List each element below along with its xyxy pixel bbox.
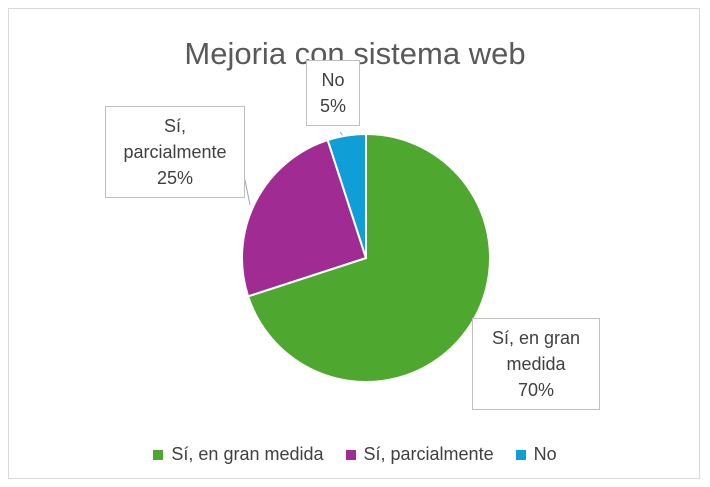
label-category: Sí, parcialmente [123, 116, 227, 162]
label-category: Sí, en gran medida [491, 328, 581, 374]
legend-label: No [533, 444, 557, 464]
legend-label: Sí, parcialmente [363, 444, 494, 464]
data-label: Sí, parcialmente 25% [105, 106, 245, 198]
legend: Sí, en gran medida Sí, parcialmente No [0, 444, 710, 465]
label-value: 5% [319, 96, 346, 116]
legend-marker [153, 449, 164, 460]
legend-marker [515, 449, 526, 460]
leader-line [244, 179, 251, 206]
legend-marker [345, 449, 356, 460]
legend-item: Sí, parcialmente [345, 444, 494, 465]
label-category: No [321, 70, 345, 90]
label-value: 25% [156, 168, 194, 188]
data-label: Sí, en gran medida 70% [472, 318, 600, 410]
pie-slice [246, 132, 491, 383]
label-value: 70% [517, 380, 555, 400]
data-label: No 5% [306, 60, 360, 126]
pie-slice [241, 138, 368, 298]
pie-slice [326, 132, 367, 259]
legend-item: Sí, en gran medida [153, 444, 324, 465]
legend-item: No [515, 444, 557, 465]
chart-frame [8, 8, 700, 479]
legend-label: Sí, en gran medida [171, 444, 324, 464]
